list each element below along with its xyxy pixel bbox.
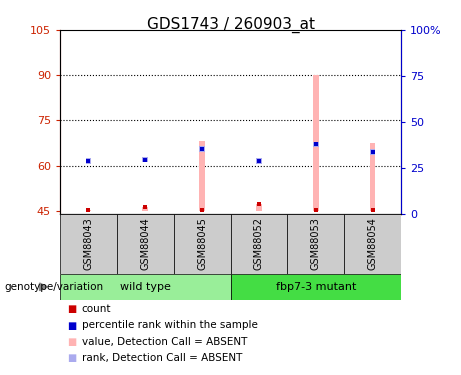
Text: percentile rank within the sample: percentile rank within the sample [82, 321, 258, 330]
Bar [344, 214, 401, 274]
Text: GSM88052: GSM88052 [254, 217, 264, 270]
Text: fbp7-3 mutant: fbp7-3 mutant [276, 282, 356, 292]
Bar [313, 142, 319, 147]
Bar [142, 157, 148, 162]
Text: value, Detection Call = ABSENT: value, Detection Call = ABSENT [82, 337, 247, 346]
Text: ■: ■ [67, 321, 76, 330]
Bar [287, 214, 344, 274]
Text: GDS1743 / 260903_at: GDS1743 / 260903_at [147, 17, 314, 33]
Text: GSM88043: GSM88043 [83, 217, 94, 270]
Bar [199, 146, 205, 152]
Bar [313, 75, 319, 211]
Bar [117, 214, 174, 274]
Bar [60, 214, 117, 274]
Bar [174, 214, 230, 274]
Bar [370, 143, 375, 211]
Bar [370, 149, 375, 155]
Text: GSM88053: GSM88053 [311, 217, 321, 270]
Bar [230, 214, 287, 274]
Text: ■: ■ [67, 304, 76, 314]
Text: count: count [82, 304, 111, 314]
Text: ■: ■ [67, 337, 76, 346]
Text: GSM88045: GSM88045 [197, 217, 207, 270]
Text: GSM88054: GSM88054 [367, 217, 378, 270]
Bar [142, 207, 148, 211]
Bar [86, 158, 91, 164]
Text: rank, Detection Call = ABSENT: rank, Detection Call = ABSENT [82, 353, 242, 363]
Bar [230, 274, 401, 300]
Text: ■: ■ [67, 353, 76, 363]
Text: genotype/variation: genotype/variation [5, 282, 104, 292]
Bar [86, 210, 91, 211]
Text: wild type: wild type [120, 282, 171, 292]
Bar [60, 274, 230, 300]
Bar [256, 204, 262, 211]
Bar [256, 158, 262, 164]
Bar [199, 141, 205, 211]
Text: GSM88044: GSM88044 [140, 217, 150, 270]
